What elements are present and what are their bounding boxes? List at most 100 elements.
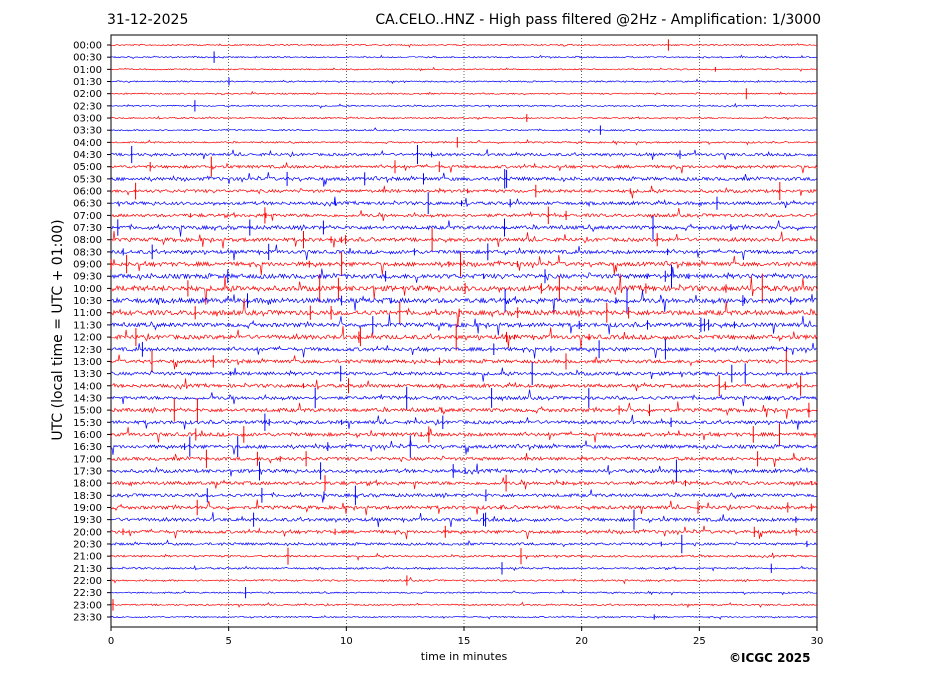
trace-line bbox=[110, 298, 818, 328]
trace-line bbox=[110, 342, 818, 359]
trace-line bbox=[110, 43, 818, 48]
y-tick-label: 15:30 bbox=[73, 418, 102, 429]
trace-line bbox=[110, 601, 818, 609]
y-tick-label: 04:30 bbox=[73, 150, 102, 161]
x-tick-label: 30 bbox=[811, 636, 824, 647]
y-tick-label: 07:00 bbox=[73, 211, 102, 222]
trace-line bbox=[110, 326, 818, 349]
trace-line bbox=[110, 354, 818, 370]
trace-line bbox=[110, 539, 818, 548]
trace-line bbox=[110, 196, 818, 209]
y-tick-label: 03:00 bbox=[73, 114, 102, 125]
trace-line bbox=[110, 90, 818, 96]
y-tick-label: 07:30 bbox=[73, 223, 102, 234]
trace-line bbox=[110, 565, 818, 572]
trace-line bbox=[110, 401, 818, 419]
y-tick-label: 15:00 bbox=[73, 406, 102, 417]
y-tick-label: 02:30 bbox=[73, 101, 102, 112]
trace-line bbox=[110, 273, 818, 305]
trace-line bbox=[110, 452, 818, 467]
y-tick-label: 14:00 bbox=[73, 381, 102, 392]
y-tick-label: 20:00 bbox=[73, 527, 102, 538]
y-tick-label: 08:30 bbox=[73, 247, 102, 258]
trace-line bbox=[110, 254, 818, 276]
chart-title: CA.CELO..HNZ - High pass filtered @2Hz -… bbox=[375, 12, 821, 28]
trace-line bbox=[110, 439, 818, 455]
y-tick-label: 19:30 bbox=[73, 515, 102, 526]
y-tick-label: 02:00 bbox=[73, 89, 102, 100]
y-tick-label: 18:30 bbox=[73, 491, 102, 502]
y-tick-label: 11:00 bbox=[73, 308, 102, 319]
trace-line bbox=[110, 552, 818, 561]
trace-line bbox=[110, 389, 818, 407]
y-tick-label: 16:00 bbox=[73, 430, 102, 441]
copyright-label: ©ICGC 2025 bbox=[729, 651, 811, 665]
trace-line bbox=[110, 54, 818, 59]
y-tick-label: 12:00 bbox=[73, 333, 102, 344]
x-tick-label: 25 bbox=[693, 636, 706, 647]
trace-line bbox=[110, 185, 817, 199]
y-tick-label: 23:00 bbox=[73, 600, 102, 611]
trace-line bbox=[110, 289, 818, 313]
trace-line bbox=[110, 463, 818, 477]
trace-line bbox=[110, 115, 818, 121]
trace-line bbox=[110, 367, 818, 382]
x-tick-label: 10 bbox=[340, 636, 353, 647]
y-tick-label: 03:30 bbox=[73, 126, 102, 137]
trace-line bbox=[110, 230, 818, 249]
trace-line bbox=[111, 78, 818, 85]
trace-line bbox=[110, 414, 818, 430]
trace-line bbox=[110, 499, 818, 516]
trace-line bbox=[110, 207, 818, 221]
trace-line bbox=[110, 162, 818, 174]
y-tick-label: 17:00 bbox=[73, 454, 102, 465]
y-tick-label: 01:30 bbox=[73, 77, 102, 88]
y-tick-label: 10:30 bbox=[73, 296, 102, 307]
trace-line bbox=[110, 489, 818, 503]
date-label: 31-12-2025 bbox=[107, 12, 189, 28]
y-tick-label: 21:30 bbox=[73, 564, 102, 575]
x-tick-label: 0 bbox=[108, 636, 114, 647]
y-tick-label: 13:00 bbox=[73, 357, 102, 368]
y-tick-label: 06:00 bbox=[73, 187, 102, 198]
trace-line bbox=[110, 127, 818, 134]
y-tick-label: 18:00 bbox=[73, 479, 102, 490]
y-tick-label: 08:00 bbox=[73, 235, 102, 246]
y-tick-label: 04:00 bbox=[73, 138, 102, 149]
trace-line bbox=[110, 172, 818, 187]
trace-line bbox=[110, 615, 818, 620]
trace-line bbox=[110, 512, 818, 528]
trace-line bbox=[110, 427, 818, 443]
y-tick-label: 21:00 bbox=[73, 552, 102, 563]
y-tick-label: 09:00 bbox=[73, 260, 102, 271]
trace-line bbox=[110, 378, 818, 392]
y-tick-label: 05:00 bbox=[73, 162, 102, 173]
trace-line bbox=[110, 266, 818, 283]
y-tick-label: 13:30 bbox=[73, 369, 102, 380]
trace-line bbox=[110, 66, 818, 72]
y-tick-label: 14:30 bbox=[73, 393, 102, 404]
trace-line bbox=[110, 477, 818, 490]
trace-line bbox=[110, 525, 818, 540]
trace-line bbox=[111, 220, 818, 237]
y-tick-label: 05:30 bbox=[73, 174, 102, 185]
trace-line bbox=[110, 138, 818, 146]
y-tick-label: 06:30 bbox=[73, 199, 102, 210]
y-tick-label: 00:30 bbox=[73, 53, 102, 64]
y-tick-label: 00:00 bbox=[73, 41, 102, 52]
y-tick-label: 09:30 bbox=[73, 272, 102, 283]
x-tick-label: 5 bbox=[225, 636, 231, 647]
x-tick-label: 15 bbox=[458, 636, 471, 647]
y-tick-label: 23:30 bbox=[73, 613, 102, 624]
trace-line bbox=[110, 149, 818, 160]
y-tick-label: 11:30 bbox=[73, 320, 102, 331]
x-tick-label: 20 bbox=[575, 636, 588, 647]
y-tick-label: 10:00 bbox=[73, 284, 102, 295]
y-tick-label: 20:30 bbox=[73, 539, 102, 550]
x-axis-label: time in minutes bbox=[420, 650, 508, 663]
trace-line bbox=[110, 102, 818, 109]
y-tick-label: 17:30 bbox=[73, 466, 102, 477]
y-tick-label: 01:00 bbox=[73, 65, 102, 76]
trace-line bbox=[110, 576, 818, 585]
